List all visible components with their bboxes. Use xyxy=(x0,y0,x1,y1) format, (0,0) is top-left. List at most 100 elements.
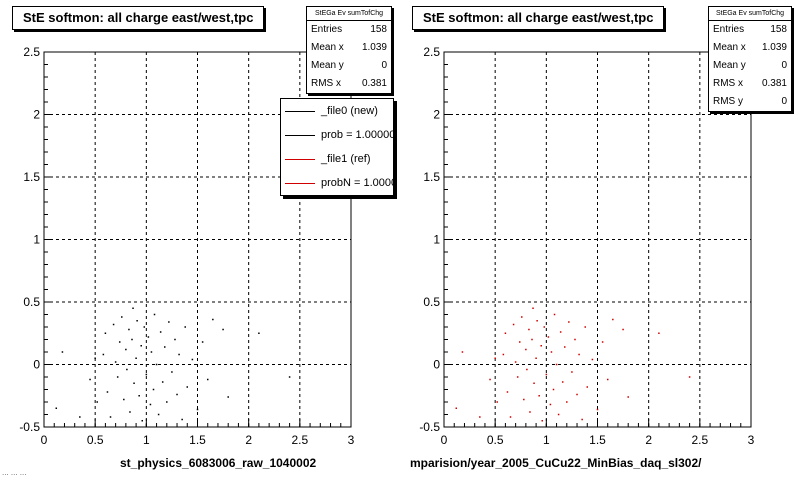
data-point xyxy=(140,345,142,347)
data-point xyxy=(118,341,121,343)
data-point xyxy=(540,345,542,347)
data-point xyxy=(125,348,127,351)
y-tick-label: 1.5 xyxy=(423,170,440,184)
stats-row: RMS x 0.381 xyxy=(311,78,387,89)
data-point xyxy=(574,338,576,341)
data-point xyxy=(288,376,291,378)
data-point xyxy=(533,382,535,384)
data-point xyxy=(523,398,525,401)
data-point xyxy=(153,313,156,316)
data-point xyxy=(506,391,509,393)
data-point xyxy=(109,416,112,418)
legend-entry-file0: _file0 (new) xyxy=(281,99,393,123)
y-tick-label: -0.5 xyxy=(19,420,40,434)
data-point xyxy=(601,341,604,343)
data-point xyxy=(576,393,578,396)
data-point xyxy=(559,331,562,333)
left-stats-name: StEGa Ev sumTofChg xyxy=(307,7,391,21)
data-point xyxy=(131,338,133,341)
data-point xyxy=(564,346,566,348)
data-point xyxy=(258,332,260,334)
data-point xyxy=(104,332,107,334)
data-point xyxy=(222,328,224,331)
x-tick-label: 0 xyxy=(41,433,48,447)
data-point xyxy=(553,313,556,316)
right-stats-name: StEGa Ev sumTofChg xyxy=(709,7,791,21)
data-point xyxy=(136,320,138,322)
stats-row: Entries 158 xyxy=(311,24,387,35)
data-point xyxy=(227,396,229,398)
data-point xyxy=(135,357,137,359)
legend-swatch xyxy=(285,110,315,112)
y-tick-label: 0 xyxy=(433,358,440,372)
legend-entry-file1: _file1 (ref) xyxy=(281,147,393,171)
data-point xyxy=(138,395,140,397)
corner-note: ... ... ... xyxy=(2,468,27,477)
data-point xyxy=(116,376,119,378)
data-point xyxy=(201,341,204,343)
legend-entry-probn: probN = 1.000000 xyxy=(281,171,393,195)
data-point xyxy=(596,408,599,411)
data-point xyxy=(535,357,537,359)
x-tick-label: 2 xyxy=(645,433,652,447)
y-tick-label: 2 xyxy=(33,108,40,122)
data-point xyxy=(196,408,199,411)
data-point xyxy=(622,328,624,331)
data-point xyxy=(132,307,134,309)
data-point xyxy=(176,393,178,396)
stats-row: Mean x 1.039 xyxy=(713,42,787,53)
x-tick-label: 0.5 xyxy=(487,433,504,447)
data-point xyxy=(532,307,534,309)
y-tick-label: 0 xyxy=(33,358,40,372)
data-point xyxy=(496,401,498,403)
right-chart-panel: 0 0.5 1 1.5 2 2.5 3 -0.5 0 0.5 1 1.5 2 2.5 StE softmo… xyxy=(400,0,800,480)
data-point xyxy=(479,416,481,418)
data-point xyxy=(536,320,538,322)
y-tick-label: 0.5 xyxy=(23,295,40,309)
left-chart-panel: 0 0.5 1 1.5 2 2.5 3 -0.5 0 0.5 1 1.5 2 2.5 StE softmo… xyxy=(12,6,394,470)
data-point xyxy=(128,328,130,331)
data-point xyxy=(509,416,512,418)
legend-swatch xyxy=(285,182,315,184)
data-point xyxy=(528,328,530,331)
data-point xyxy=(455,407,458,409)
data-point xyxy=(504,332,507,334)
y-tick-label: 1.5 xyxy=(23,170,40,184)
x-tick-label: 1.5 xyxy=(589,433,606,447)
data-point xyxy=(518,341,521,343)
data-point xyxy=(555,363,558,366)
data-point xyxy=(112,323,115,326)
data-point xyxy=(526,368,528,371)
data-point xyxy=(159,331,162,333)
data-point xyxy=(171,371,173,373)
x-tick-label: 1 xyxy=(543,433,550,447)
data-point xyxy=(547,336,550,338)
y-tick-label: -0.5 xyxy=(419,420,440,434)
left-legend: _file0 (new) prob = 1.000000 _file1 (ref… xyxy=(280,98,394,196)
data-point xyxy=(531,338,533,341)
data-point xyxy=(591,358,594,361)
x-tick-label: 0.5 xyxy=(87,433,104,447)
data-point xyxy=(586,386,589,388)
x-tick-label: 3 xyxy=(348,433,355,447)
data-point xyxy=(94,357,96,359)
left-stats-box: StEGa Ev sumTofChg Entries 158 Mean x 1.03… xyxy=(306,6,392,94)
legend-swatch xyxy=(285,158,315,160)
data-point xyxy=(174,338,176,341)
stats-row: Entries 158 xyxy=(713,24,787,35)
data-point xyxy=(538,395,540,397)
data-point xyxy=(494,357,496,359)
data-point xyxy=(489,378,491,381)
data-point xyxy=(161,381,164,383)
data-point xyxy=(126,368,128,371)
data-point xyxy=(566,401,568,403)
stats-row: RMS x 0.381 xyxy=(713,78,787,89)
data-point xyxy=(543,326,546,328)
data-point xyxy=(55,407,58,409)
data-point xyxy=(578,353,580,356)
data-point xyxy=(157,413,160,416)
data-point xyxy=(571,371,573,373)
data-point xyxy=(581,418,583,421)
